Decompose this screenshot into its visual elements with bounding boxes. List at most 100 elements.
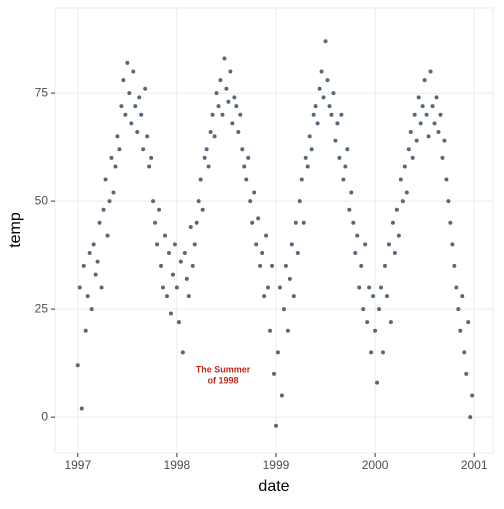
y-tick-label: 50 [35, 193, 49, 207]
point [95, 259, 100, 264]
point [109, 155, 114, 160]
point [307, 134, 312, 139]
point [155, 242, 160, 247]
point [410, 155, 415, 160]
point [293, 220, 298, 225]
point [244, 177, 249, 182]
point [242, 164, 247, 169]
point [428, 69, 433, 74]
point [262, 294, 267, 299]
point [196, 199, 201, 204]
point [279, 393, 284, 398]
point [400, 199, 405, 204]
point [127, 91, 132, 96]
point [172, 242, 177, 247]
point [186, 294, 191, 299]
point [367, 285, 372, 290]
point [281, 307, 286, 312]
point [230, 121, 235, 126]
point [442, 138, 447, 143]
point [291, 294, 296, 299]
point [79, 406, 84, 411]
point [277, 285, 282, 290]
point [115, 134, 120, 139]
point [396, 233, 401, 238]
point [204, 147, 209, 152]
point [398, 177, 403, 182]
annotation: The Summer [196, 364, 251, 374]
point [135, 129, 140, 134]
point [220, 112, 225, 117]
point [198, 177, 203, 182]
point [149, 155, 154, 160]
point [131, 69, 136, 74]
point [416, 95, 421, 100]
point [238, 112, 243, 117]
point [305, 164, 310, 169]
point [285, 328, 290, 333]
point [359, 263, 364, 268]
point [373, 328, 378, 333]
point [440, 155, 445, 160]
point [107, 199, 112, 204]
point [248, 199, 253, 204]
point [430, 104, 435, 109]
point [176, 320, 181, 325]
point [418, 121, 423, 126]
point [192, 242, 197, 247]
point [161, 285, 166, 290]
point [371, 294, 376, 299]
point [260, 250, 265, 255]
point [162, 233, 167, 238]
point [252, 190, 257, 195]
point [268, 328, 273, 333]
point [313, 104, 318, 109]
point [351, 220, 356, 225]
point [390, 220, 395, 225]
point [212, 134, 217, 139]
point [343, 164, 348, 169]
point [133, 104, 138, 109]
point [303, 155, 308, 160]
point [125, 60, 130, 65]
point [452, 263, 457, 268]
point [206, 164, 211, 169]
point [232, 95, 237, 100]
point [337, 155, 342, 160]
point [139, 112, 144, 117]
point [256, 216, 261, 221]
point [450, 242, 455, 247]
point [234, 104, 239, 109]
y-tick-label: 75 [35, 85, 49, 99]
point [438, 112, 443, 117]
point [375, 380, 380, 385]
point [190, 263, 195, 268]
point [119, 104, 124, 109]
point [254, 242, 259, 247]
point [93, 272, 98, 277]
point [462, 350, 467, 355]
y-axis-title: temp [7, 212, 24, 248]
point [408, 129, 413, 134]
point [392, 250, 397, 255]
point [174, 285, 179, 290]
point [99, 285, 104, 290]
point [184, 276, 189, 281]
point [436, 129, 441, 134]
point [361, 307, 366, 312]
point [246, 155, 251, 160]
point [194, 220, 199, 225]
point [273, 423, 278, 428]
point [309, 147, 314, 152]
point [464, 371, 469, 376]
point [222, 56, 227, 61]
point [444, 177, 449, 182]
point [402, 164, 407, 169]
point [319, 69, 324, 74]
point [454, 285, 459, 290]
point [363, 242, 368, 247]
point [77, 285, 82, 290]
point [266, 285, 271, 290]
point [166, 250, 171, 255]
